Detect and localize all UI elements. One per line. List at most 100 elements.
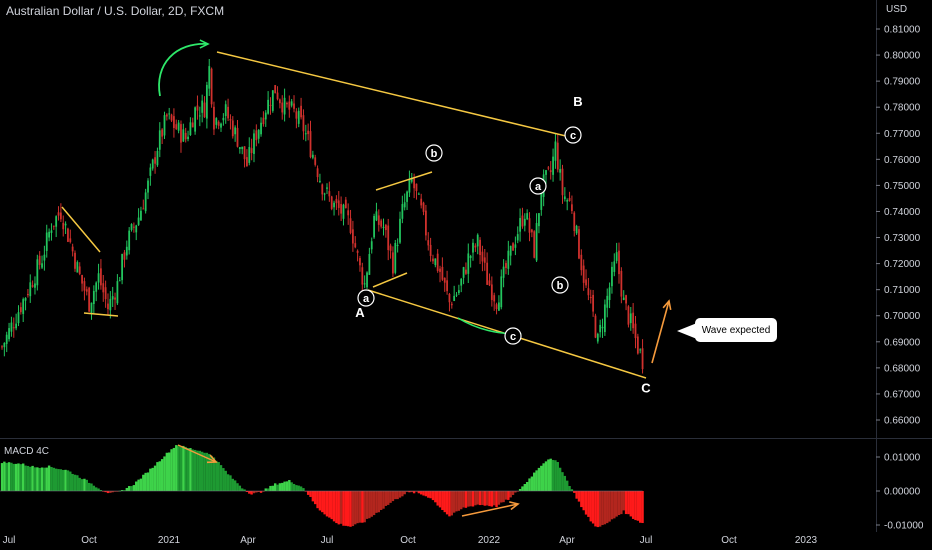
candle-body xyxy=(220,123,222,128)
candle-body xyxy=(260,122,262,135)
candle-body xyxy=(175,124,178,130)
candle-body xyxy=(474,245,477,248)
candle-body xyxy=(27,293,29,296)
candle-body xyxy=(408,179,411,193)
candle-body xyxy=(100,268,102,286)
candle-body xyxy=(255,130,258,141)
macd-bar xyxy=(104,491,107,493)
candle-body xyxy=(479,239,481,256)
wave-circle-label: b xyxy=(431,148,438,160)
candle-body xyxy=(641,348,644,370)
candle-body xyxy=(140,210,142,221)
candle-body xyxy=(116,281,119,304)
candle-body xyxy=(566,200,569,202)
price-tick-label: 0.73000 xyxy=(884,233,921,244)
candle-body xyxy=(575,225,578,234)
candle-body xyxy=(349,218,352,233)
macd-bar xyxy=(170,449,173,491)
macd-bar xyxy=(168,452,171,491)
candle-body xyxy=(629,313,632,324)
macd-bar xyxy=(203,452,206,491)
macd-bar xyxy=(283,481,286,491)
macd-bar xyxy=(7,462,11,491)
candle-body xyxy=(281,102,284,113)
candle-body xyxy=(601,326,604,329)
macd-bar xyxy=(528,478,531,491)
macd-bar xyxy=(10,462,13,491)
candle-body xyxy=(243,146,246,160)
candle-body xyxy=(102,283,105,293)
candle-body xyxy=(111,296,114,300)
time-tick-label: 2023 xyxy=(795,535,818,546)
candle-body xyxy=(613,261,616,272)
candle-body xyxy=(342,204,345,219)
macd-bar xyxy=(318,491,322,511)
candle-body xyxy=(92,290,95,305)
wave-circle-label: c xyxy=(510,331,516,343)
candle-body xyxy=(530,229,533,233)
candle-body xyxy=(257,129,260,139)
time-tick-label: Jul xyxy=(321,535,334,546)
candle-body xyxy=(215,118,218,125)
macd-bar xyxy=(379,491,383,511)
candle-body xyxy=(295,111,298,119)
macd-bar xyxy=(276,484,279,491)
macd-bar xyxy=(40,467,44,491)
time-tick-label: Apr xyxy=(240,535,256,546)
candle-body xyxy=(147,180,149,193)
macd-bar xyxy=(563,475,567,491)
macd-bar xyxy=(500,491,503,503)
macd-bar xyxy=(142,474,145,491)
candle-body xyxy=(297,110,300,124)
candle-body xyxy=(370,241,373,250)
macd-bar xyxy=(47,465,51,491)
macd-bar xyxy=(311,491,315,502)
macd-bar xyxy=(165,452,169,491)
macd-bar xyxy=(292,483,296,491)
candle-body xyxy=(302,115,305,132)
candle-body xyxy=(335,198,338,204)
macd-bar xyxy=(191,449,194,491)
macd-bar xyxy=(219,465,223,491)
candle-body xyxy=(198,115,201,117)
macd-bar xyxy=(603,491,607,525)
macd-bar xyxy=(236,483,239,491)
candle-body xyxy=(396,245,399,247)
candle-body xyxy=(634,323,637,339)
macd-bar xyxy=(189,448,192,491)
macd-bar xyxy=(511,491,515,495)
candle-body xyxy=(321,184,324,195)
candle-body xyxy=(599,324,602,333)
macd-bar xyxy=(285,481,289,491)
macd-bar xyxy=(464,491,468,508)
macd-bar xyxy=(309,491,312,497)
candle-body xyxy=(545,170,547,175)
candle-body xyxy=(618,250,620,275)
candle-body xyxy=(337,200,340,208)
macd-bar xyxy=(452,491,456,513)
macd-bar xyxy=(606,491,609,524)
candle-body xyxy=(561,168,564,196)
candle-body xyxy=(481,251,484,262)
macd-bar xyxy=(229,475,232,491)
candle-body xyxy=(636,336,639,354)
wave-circle xyxy=(564,126,582,144)
macd-bar xyxy=(123,490,126,491)
macd-bar xyxy=(111,491,114,493)
candle-body xyxy=(142,208,145,210)
time-tick-label: Jul xyxy=(3,535,16,546)
candle-body xyxy=(406,191,408,202)
macd-bar xyxy=(153,465,157,491)
candle-body xyxy=(319,180,321,182)
candle-body xyxy=(57,212,60,216)
candle-body xyxy=(556,142,559,170)
macd-bar xyxy=(205,452,209,491)
candle-body xyxy=(465,269,467,274)
macd-histogram xyxy=(0,445,644,528)
candle-body xyxy=(130,224,133,230)
macd-bar xyxy=(224,470,227,491)
macd-bar xyxy=(384,491,388,506)
macd-bar xyxy=(306,491,310,495)
macd-bar xyxy=(401,491,404,497)
macd-bar xyxy=(382,491,385,509)
